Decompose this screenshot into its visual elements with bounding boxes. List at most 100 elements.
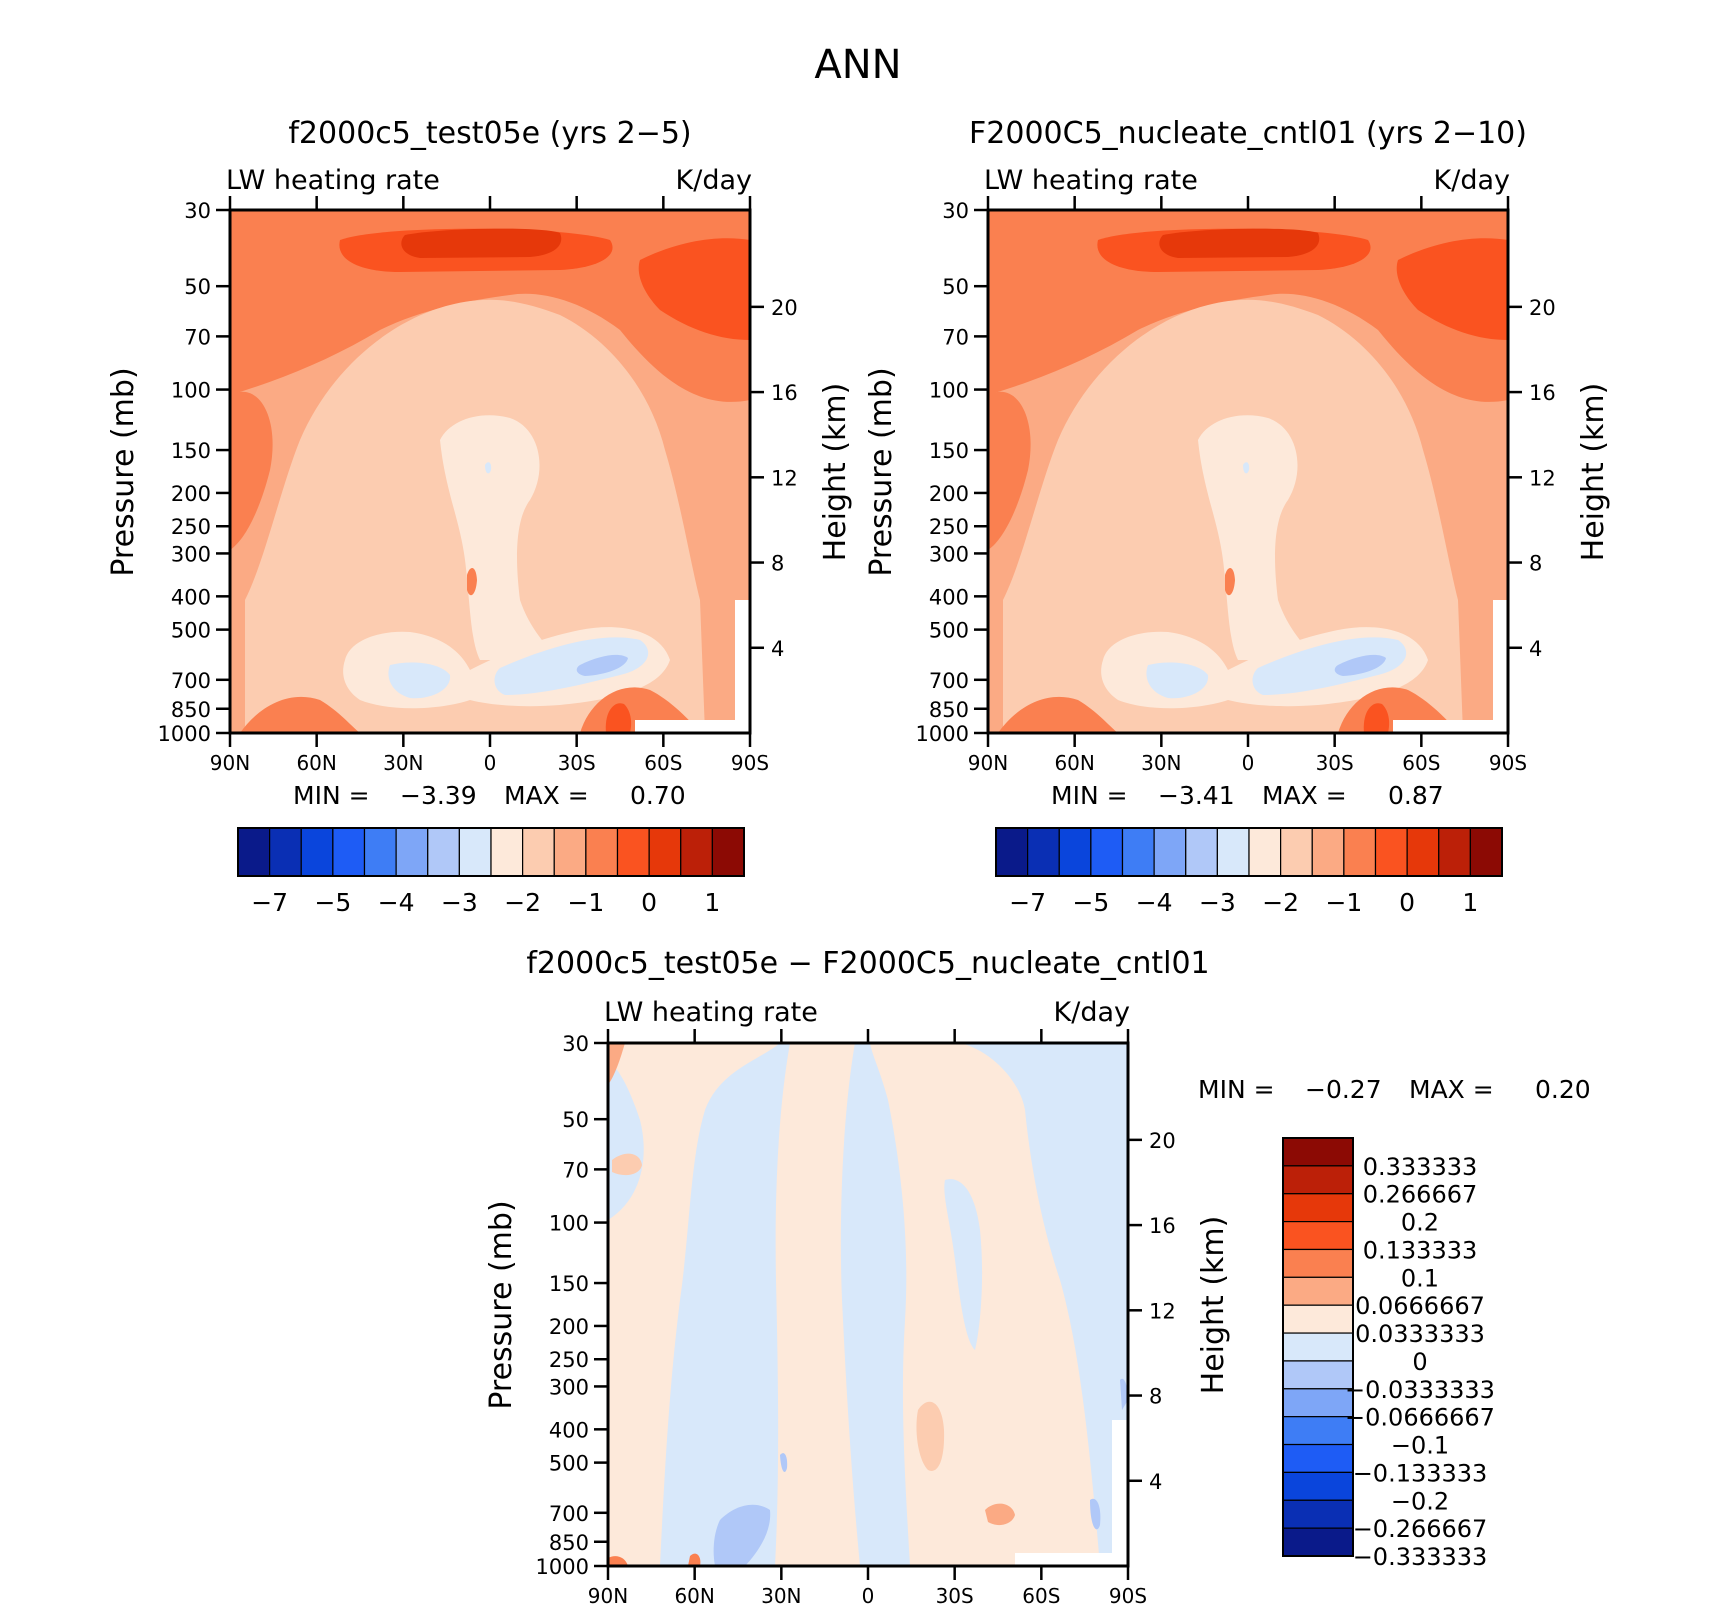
y-tick-label: 500 [929,619,969,643]
colorbar-label: −4 [1136,888,1173,917]
missing-data [735,600,750,733]
colorbar-label: 0.133333 [1363,1236,1478,1264]
colorbar-swatch [648,827,682,877]
y-tick-label: 200 [929,482,969,506]
y-tick-label: 150 [549,1272,589,1296]
colorbar-label: 0.333333 [1363,1153,1478,1181]
colorbar-label: −0.0666667 [1345,1404,1495,1432]
max-label: MAX = [1409,1075,1494,1104]
colorbar-swatch [1406,827,1440,877]
colorbar-swatch [1282,1388,1354,1418]
colorbar: −7 −5 −4 −3 −2 −1 0 1 [237,827,745,917]
height-tick-label: 4 [1529,637,1542,661]
colorbar-swatch [1058,827,1092,877]
x-tick-label: 30N [761,1584,801,1608]
colorbar-swatch [553,827,587,877]
missing-data [1015,1553,1128,1566]
x-tick-label: 90S [1109,1584,1147,1608]
colorbar-swatch [332,827,366,877]
colorbar-swatch [1282,1527,1354,1557]
colorbar-swatch [1311,827,1345,877]
y-tick-label: 700 [171,669,211,693]
y-tick-label: 250 [549,1348,589,1372]
x-tick-label: 60S [1022,1584,1060,1608]
y-tick-label: 1000 [916,722,969,746]
height-tick-label: 16 [1529,381,1556,405]
contour-band [485,462,492,474]
x-tick-label: 90S [731,751,769,775]
y-axis-title: Pressure (mb) [484,1200,519,1409]
x-tick-label: 30S [558,751,596,775]
colorbar: −7 −5 −4 −3 −2 −1 0 1 [995,827,1503,917]
y-axis-right-title: Height (km) [818,383,853,562]
colorbar-swatch [1469,827,1503,877]
contour-band [240,696,360,733]
colorbar-label: −2 [504,888,541,917]
contour-band [1120,1378,1128,1410]
contour-band [1070,1043,1128,1200]
missing-data [1493,600,1508,733]
y-tick-label: 400 [549,1418,589,1442]
colorbar-swatch [1280,827,1313,877]
colorbar-label: 0.2 [1401,1209,1439,1237]
height-tick-label: 20 [1529,296,1556,320]
y-tick-label: 200 [171,482,211,506]
x-tick-label: 60N [674,1584,714,1608]
x-tick-label: 0 [1242,751,1255,775]
x-tick-label: 30S [936,1584,974,1608]
height-tick-label: 16 [1149,1214,1176,1238]
colorbar-swatch [711,827,745,877]
colorbar-swatch [237,827,271,877]
y-tick-label: 100 [929,379,969,403]
y-tick-label: 500 [549,1452,589,1476]
contour-band [1363,703,1390,733]
contour-band [688,1553,701,1566]
x-tick-label: 90N [588,1584,628,1608]
figure-title: ANN [814,42,901,88]
max-label: MAX = [1262,781,1347,810]
variable-label: LW heating rate [984,165,1198,196]
contour-band [401,228,562,258]
contour-band [1225,568,1235,596]
x-axis: 90N 60N 30N 0 30S 60S 90S [968,196,1527,775]
colorbar-label: −1 [1325,888,1362,917]
colorbar-frame [995,827,1503,877]
contour-band [576,654,628,676]
missing-data [1112,1420,1128,1566]
x-tick-label: 60S [644,751,682,775]
y-tick-label: 300 [549,1375,589,1399]
y-tick-label: 30 [184,199,211,223]
colorbar-frame [1282,1137,1354,1557]
y-tick-label: 150 [171,439,211,463]
min-value: −3.39 [400,781,477,810]
colorbar-label: −0.2 [1391,1487,1449,1515]
colorbar-swatch [269,827,302,877]
contour-band [608,1043,625,1085]
colorbar-label: −0.133333 [1353,1459,1488,1487]
colorbar-swatch [522,827,555,877]
colorbar-swatch [585,827,619,877]
colorbar-swatch [1282,1193,1354,1223]
x-tick-label: 60N [1054,751,1094,775]
colorbar-swatch [1282,1165,1354,1195]
colorbar-swatch [1282,1360,1354,1390]
units-label: K/day [1054,997,1130,1028]
colorbar-swatch [1282,1332,1354,1362]
height-tick-label: 20 [1149,1129,1176,1153]
contour-band [440,415,560,660]
colorbar-swatch [1090,827,1124,877]
colorbar-swatch [1282,1248,1354,1278]
missing-data [1393,720,1508,733]
height-tick-label: 4 [771,637,784,661]
y-tick-label: 400 [171,585,211,609]
contour-band [467,568,477,596]
x-tick-label: 0 [484,751,497,775]
colorbar-swatch [616,827,650,877]
y-tick-label: 70 [562,1158,589,1182]
y-tick-label: 200 [549,1315,589,1339]
height-tick-label: 12 [1149,1299,1176,1323]
contour-band [1334,654,1386,676]
colorbar-swatch [458,827,492,877]
panel-title: F2000C5_nucleate_cntl01 (yrs 2−10) [969,116,1527,151]
